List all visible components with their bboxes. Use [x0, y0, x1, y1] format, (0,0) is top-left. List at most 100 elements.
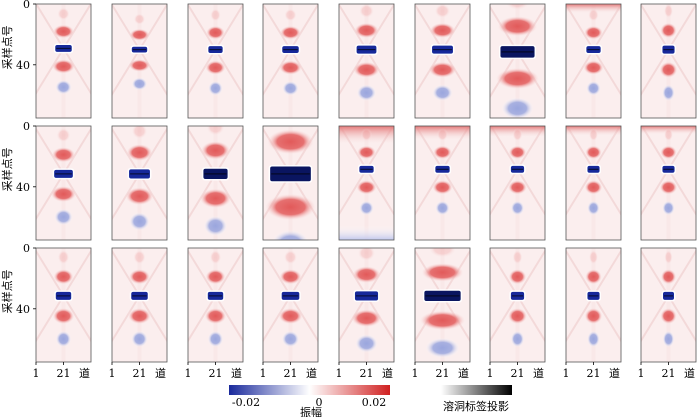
x-axis-unit-label: 道 [79, 366, 90, 380]
lower-negative-event [510, 200, 525, 216]
panel-frame [565, 125, 622, 241]
x-tick-label: 1 [260, 367, 267, 380]
lower-negative-event [662, 330, 675, 348]
panel-frame [35, 3, 92, 119]
panel-frame [640, 3, 697, 119]
lower-negative-event [131, 330, 148, 348]
lower-negative-event [203, 215, 228, 237]
y-tick-label: 0 [23, 120, 30, 133]
lower-negative-event [55, 79, 72, 95]
x-tick-label: 1 [412, 367, 419, 380]
lower-negative-event [587, 330, 600, 348]
lower-negative-event [208, 80, 223, 96]
cavity-label-colorbar-label: 溶洞标签投影 [443, 399, 509, 413]
panel-frame [414, 3, 471, 119]
lower-positive-event [204, 60, 227, 76]
lower-positive-event [427, 61, 458, 79]
lower-positive-event [659, 179, 678, 195]
x-tick-label: 1 [33, 367, 40, 380]
x-tick-label: 21 [436, 367, 450, 380]
panel-frame [338, 3, 395, 119]
upper-positive-event [129, 28, 150, 42]
upper-positive-event [356, 145, 377, 160]
lower-negative-event [55, 330, 72, 348]
lower-positive-event [264, 193, 317, 221]
lower-positive-event [278, 60, 303, 76]
panel-r0-c8 [640, 3, 697, 119]
upper-positive-event [200, 140, 231, 161]
lower-negative-event [662, 84, 675, 102]
x-tick-label: 21 [662, 367, 676, 380]
y-tick-label: 0 [23, 0, 30, 11]
lower-positive-event [431, 179, 454, 195]
lower-negative-event [131, 77, 148, 91]
panel-frame [187, 3, 244, 119]
x-axis-unit-label: 道 [609, 366, 620, 380]
x-tick-label: 21 [511, 367, 525, 380]
lower-positive-event [127, 307, 152, 325]
upper-positive-event [351, 265, 382, 284]
upper-positive-event [496, 15, 539, 37]
upper-positive-event [205, 268, 226, 285]
bottom-reflection-band [339, 225, 394, 240]
lower-negative-event [435, 200, 450, 216]
amplitude-tick-neg: -0.02 [232, 396, 260, 409]
panel-r2-c4: 1 21 道 [336, 247, 395, 380]
lower-negative-event [54, 208, 73, 226]
diffraction-pattern [490, 248, 545, 362]
x-axis-unit-label: 道 [684, 366, 695, 380]
amplitude-tick-zero: 0 [316, 396, 323, 409]
lower-negative-event [207, 330, 224, 348]
lower-positive-event [659, 307, 678, 325]
y-tick-label: 40 [16, 181, 30, 194]
x-tick-label: 21 [209, 367, 223, 380]
upper-positive-event [52, 24, 75, 39]
panel-r1-c3 [262, 125, 319, 241]
upper-positive-event [128, 268, 151, 285]
lower-positive-event [52, 307, 75, 325]
y-axis-label: 采样点号 [0, 25, 14, 69]
upper-positive-event [266, 128, 315, 155]
lower-negative-event [271, 229, 310, 240]
upper-positive-event [420, 262, 465, 283]
y-tick-label: 40 [16, 303, 30, 316]
x-axis-unit-label: 道 [458, 366, 469, 380]
panel-r1-c7 [565, 125, 622, 241]
amplitude-tick-pos: 0.02 [362, 396, 387, 409]
diffraction-pattern [36, 126, 91, 240]
diffraction-pattern [263, 248, 318, 362]
panel-r0-c7 [565, 3, 622, 119]
x-axis-unit-label: 道 [382, 366, 393, 380]
panel-frame [489, 125, 546, 241]
panel-r2-c8: 1 21 道 [638, 247, 697, 380]
panel-r1-c5 [414, 125, 471, 241]
y-axis-label: 采样点号 [0, 147, 14, 191]
cavity-label-colorbar [441, 385, 512, 395]
lower-negative-event [359, 200, 374, 216]
x-axis-unit-label: 道 [231, 366, 242, 380]
x-tick-label: 21 [284, 367, 298, 380]
panel-r2-c7: 1 21 道 [563, 247, 622, 380]
diffraction-pattern [36, 248, 91, 362]
lower-negative-event [662, 200, 675, 216]
panel-r2-c1: 1 21 道 [109, 247, 168, 380]
diffraction-pattern [188, 248, 243, 362]
lower-positive-event [124, 186, 155, 206]
x-tick-label: 21 [587, 367, 601, 380]
panel-frame [262, 125, 319, 241]
upper-positive-event [279, 25, 302, 40]
lower-positive-event [507, 179, 528, 195]
upper-positive-event [660, 268, 677, 285]
x-axis-unit-label: 道 [533, 366, 544, 380]
lower-negative-event [355, 334, 378, 353]
diffraction-pattern [641, 248, 696, 362]
upper-positive-event [429, 22, 456, 39]
upper-positive-event [278, 268, 303, 285]
panel-r2-c2: 1 21 道 [185, 247, 244, 380]
x-tick-label: 1 [487, 367, 494, 380]
lower-positive-event [352, 61, 381, 79]
panel-frame [111, 125, 168, 241]
panel-r1-c6 [489, 125, 546, 241]
